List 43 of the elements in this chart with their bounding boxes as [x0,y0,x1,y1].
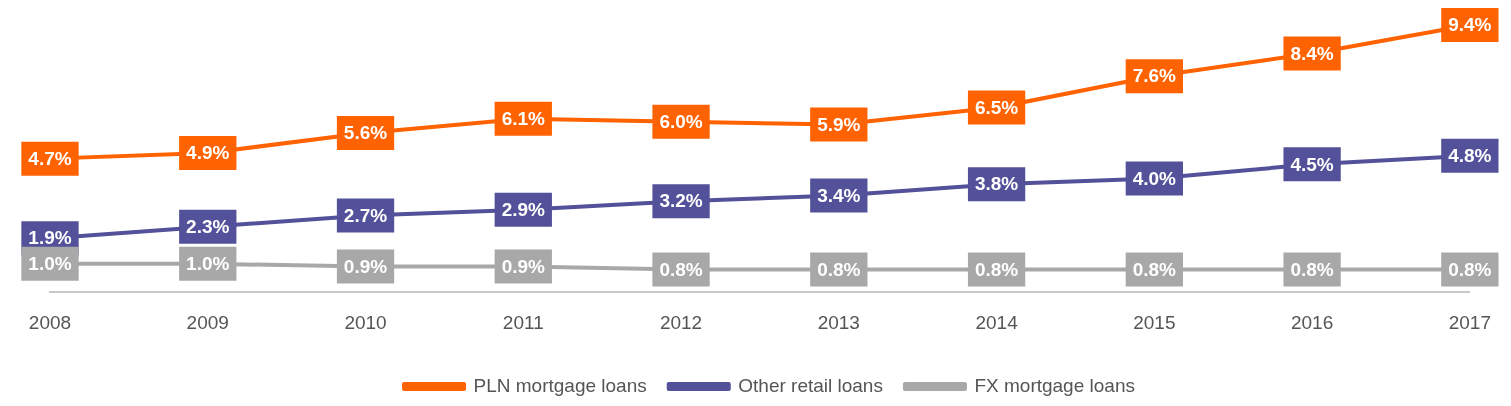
data-label: 4.8% [1448,145,1492,167]
legend-label: Other retail loans [738,374,883,396]
x-tick-label: 2013 [817,311,860,333]
x-tick-label: 2011 [502,311,544,333]
data-label: 4.7% [28,147,72,169]
data-label: 2.7% [343,204,388,226]
x-tick-label: 2014 [975,311,1019,333]
data-label: 0.8% [1448,258,1492,280]
legend-label: FX mortgage loans [974,374,1135,396]
data-label: 3.2% [659,190,703,212]
data-label: 6.1% [501,108,546,130]
data-label: 1.0% [28,253,72,275]
x-tick-label: 2015 [1133,311,1176,333]
data-label: 8.4% [1290,42,1334,64]
data-label: 5.6% [343,122,388,144]
data-label: 4.0% [1132,167,1177,189]
data-label: 0.8% [1132,258,1177,280]
data-label: 6.5% [974,96,1019,118]
data-label: 6.0% [659,110,703,132]
legend-label: PLN mortgage loans [473,374,647,396]
data-label: 0.9% [343,255,388,277]
data-label: 0.8% [1290,258,1334,280]
data-label: 9.4% [1448,14,1492,36]
x-tick-label: 2010 [344,311,387,333]
data-label: 1.0% [186,253,230,275]
data-label: 1.9% [28,227,72,249]
data-label: 5.9% [817,113,861,135]
x-tick-label: 2017 [1448,311,1492,333]
data-label: 0.8% [659,258,703,280]
data-label: 4.9% [186,142,230,164]
data-label: 0.9% [501,255,546,277]
x-tick-label: 2009 [186,311,229,333]
data-label: 0.8% [817,258,861,280]
data-label: 3.8% [974,173,1019,195]
x-tick-label: 2016 [1290,311,1334,333]
data-label: 2.9% [501,199,546,221]
data-label: 0.8% [974,258,1019,280]
data-label: 3.4% [817,184,861,206]
data-label: 2.3% [186,216,230,238]
data-label: 4.5% [1290,153,1334,175]
x-tick-label: 2008 [28,311,72,333]
x-tick-label: 2012 [659,311,703,333]
data-label: 7.6% [1132,65,1177,87]
